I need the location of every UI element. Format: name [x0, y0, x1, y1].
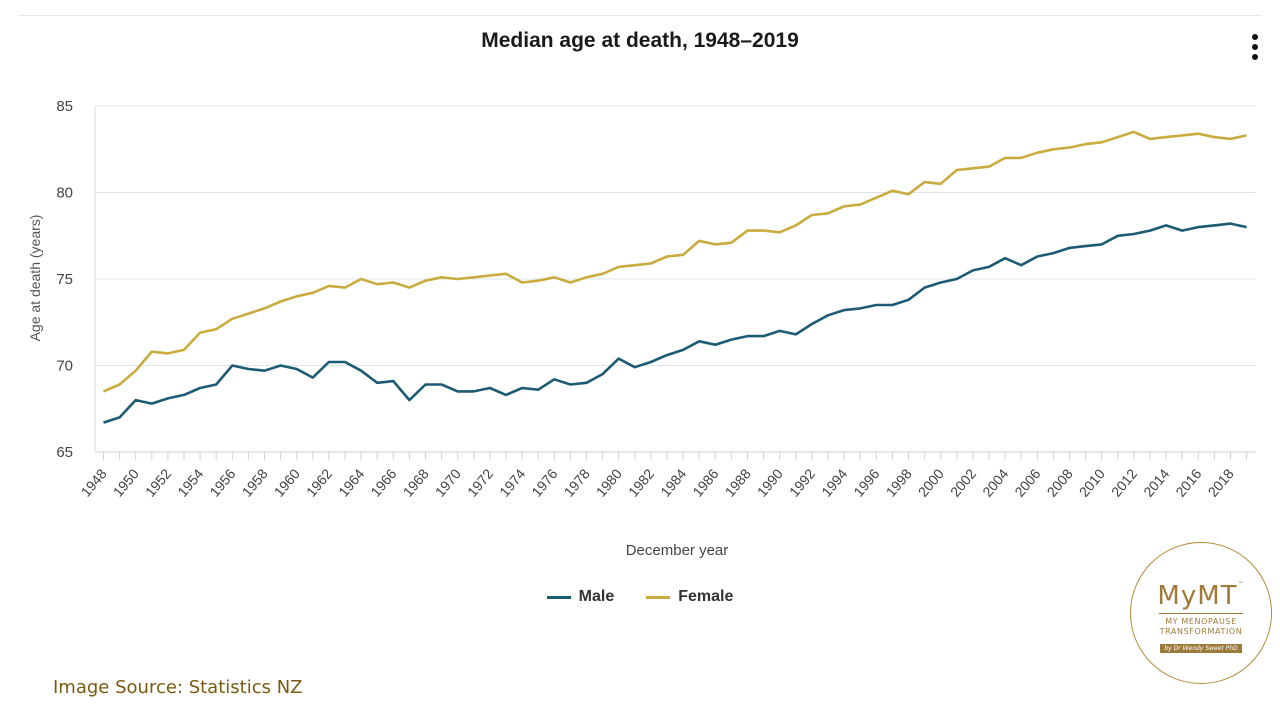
y-tick-label: 65	[56, 444, 73, 461]
x-tick-label: 1972	[464, 465, 496, 499]
series-lines	[102, 130, 1247, 424]
x-tick-label: 1988	[722, 465, 754, 499]
legend-item-male[interactable]: Male	[546, 588, 615, 606]
x-tick-label: 2016	[1172, 465, 1204, 499]
y-tick-label: 80	[56, 185, 73, 202]
x-tick-label: 1956	[206, 465, 238, 499]
x-tick-label: 1990	[754, 465, 786, 499]
x-tick-label: 2014	[1140, 465, 1172, 499]
x-axis-label: December year	[626, 542, 729, 559]
logo-line-1: MY MENOPAUSE	[1165, 617, 1237, 626]
x-tick-label: 1962	[303, 465, 335, 499]
x-tick-label: 1950	[110, 465, 142, 499]
x-tick-label: 1974	[496, 465, 528, 499]
chart-title: Median age at death, 1948–2019	[481, 29, 799, 52]
legend-swatch-female	[646, 595, 671, 599]
x-tick-label: 1976	[528, 465, 560, 499]
x-tick-label: 1982	[625, 465, 657, 499]
y-axis-label: Age at death (years)	[27, 215, 43, 342]
x-tick-label: 2006	[1011, 465, 1043, 499]
y-tick-label: 85	[56, 98, 73, 115]
x-tick-label: 1986	[689, 465, 721, 499]
x-tick-label: 1960	[271, 465, 303, 499]
x-tick-label: 1948	[78, 465, 110, 499]
series-line-male[interactable]	[103, 222, 1247, 424]
legend-label-female: Female	[678, 588, 734, 605]
gridlines	[94, 105, 1256, 460]
x-tick-label: 1970	[432, 465, 464, 499]
x-tick-labels: 1948 1950 1952 1954 1956 1958 1960 1962 1964 1966…	[78, 465, 1237, 499]
y-tick-label: 70	[56, 358, 73, 375]
legend-item-female[interactable]: Female	[646, 588, 733, 606]
x-tick-label: 1998	[883, 465, 915, 499]
legend-label-male: Male	[578, 588, 615, 605]
legend-swatch-male	[546, 595, 571, 599]
x-tick-label: 2010	[1076, 465, 1108, 499]
x-tick-label: 2004	[979, 465, 1011, 499]
x-tick-label: 1978	[561, 465, 593, 499]
x-tick-label: 1954	[174, 465, 206, 499]
x-tick-label: 2018	[1205, 465, 1237, 499]
x-tick-label: 1968	[400, 465, 432, 499]
series-line-female[interactable]	[102, 130, 1247, 393]
chart-menu-icon[interactable]	[1244, 34, 1266, 64]
x-tick-label: 1996	[850, 465, 882, 499]
x-tick-label: 1984	[657, 465, 689, 499]
logo-line-2: TRANSFORMATION	[1159, 627, 1243, 636]
logo-wordmark: MyMT™	[1157, 581, 1245, 611]
logo-tagline: by Dr Wendy Sweet PhD	[1160, 644, 1242, 653]
logo-divider	[1159, 613, 1243, 614]
top-divider	[18, 15, 1262, 16]
x-tick-label: 2000	[915, 465, 947, 499]
legend: Male Female	[0, 588, 1280, 606]
x-tick-label: 1994	[818, 465, 850, 499]
x-tick-label: 2002	[947, 465, 979, 499]
x-tick-label: 1964	[335, 465, 367, 499]
x-tick-label: 1980	[593, 465, 625, 499]
x-tick-label: 1952	[142, 465, 174, 499]
x-tick-label: 2012	[1108, 465, 1140, 499]
x-tick-label: 1966	[367, 465, 399, 499]
x-tick-label: 1992	[786, 465, 818, 499]
x-tick-label: 1958	[239, 465, 271, 499]
y-tick-label: 75	[56, 271, 73, 288]
x-tick-label: 2008	[1044, 465, 1076, 499]
mymt-logo: MyMT™ MY MENOPAUSE TRANSFORMATION by Dr …	[1130, 542, 1272, 684]
y-tick-labels: 65 70 75 80 85	[56, 98, 73, 461]
image-source-caption: Image Source: Statistics NZ	[53, 677, 303, 698]
